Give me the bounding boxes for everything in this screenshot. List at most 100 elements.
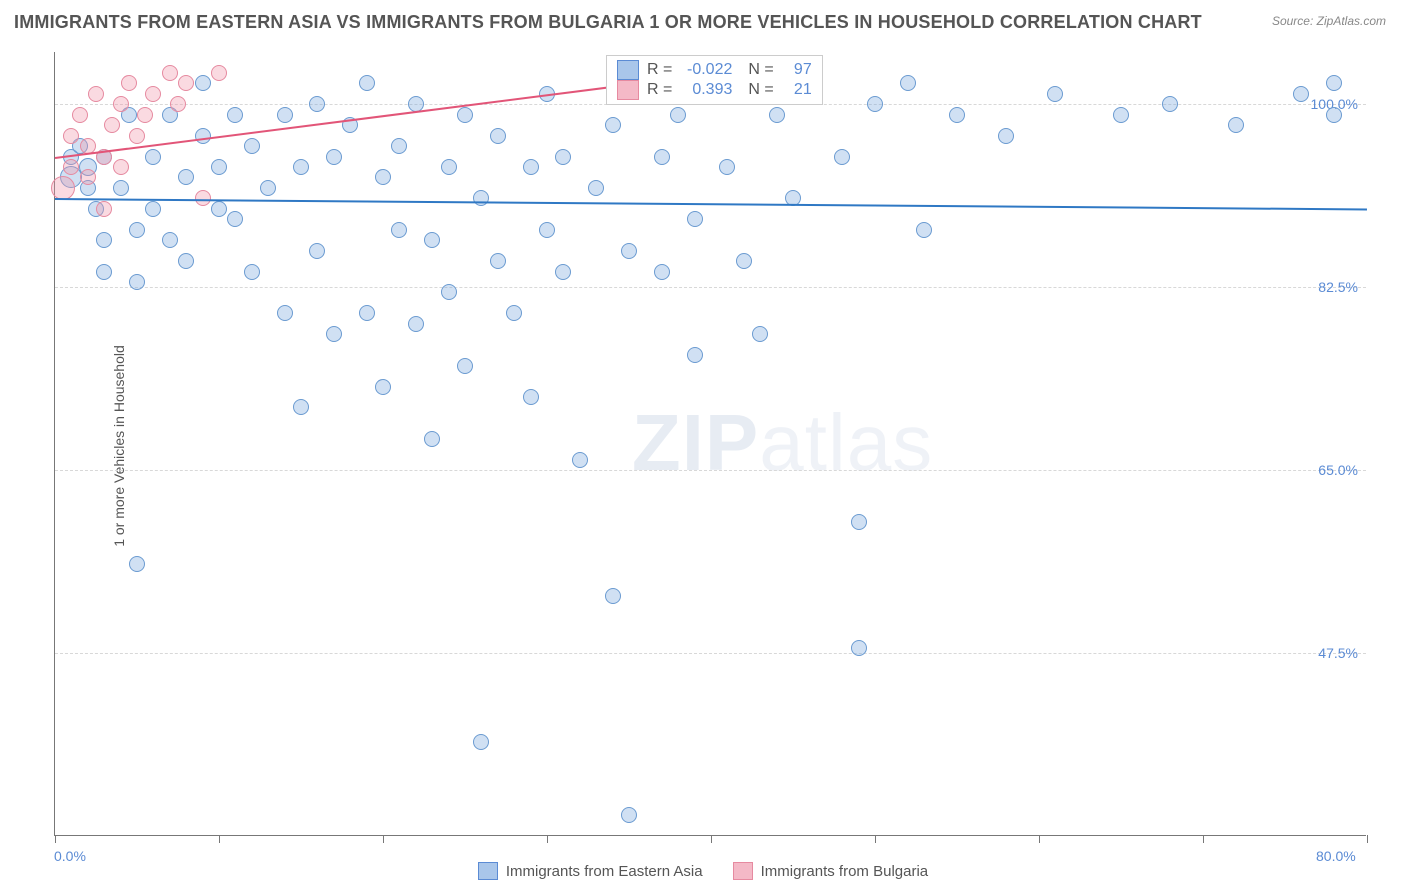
data-point — [424, 232, 440, 248]
data-point — [121, 75, 137, 91]
stat-legend: R = -0.022 N = 97 R = 0.393 N = 21 — [606, 55, 823, 105]
data-point — [96, 232, 112, 248]
data-point — [424, 431, 440, 447]
gridline — [55, 287, 1366, 288]
data-point — [1228, 117, 1244, 133]
y-tick-label: 47.5% — [1318, 645, 1358, 661]
source-label: Source: ZipAtlas.com — [1272, 14, 1386, 28]
data-point — [145, 201, 161, 217]
legend-swatch — [617, 80, 639, 100]
data-point — [605, 117, 621, 133]
data-point — [63, 128, 79, 144]
data-point — [277, 305, 293, 321]
data-point — [1162, 96, 1178, 112]
x-tick — [1039, 835, 1040, 843]
y-tick-label: 82.5% — [1318, 279, 1358, 295]
chart-title: IMMIGRANTS FROM EASTERN ASIA VS IMMIGRAN… — [14, 12, 1202, 33]
data-point — [293, 399, 309, 415]
data-point — [137, 107, 153, 123]
data-point — [473, 190, 489, 206]
x-tick — [1203, 835, 1204, 843]
data-point — [178, 169, 194, 185]
data-point — [51, 176, 75, 200]
gridline — [55, 653, 1366, 654]
data-point — [178, 253, 194, 269]
data-point — [72, 107, 88, 123]
data-point — [457, 358, 473, 374]
data-point — [1293, 86, 1309, 102]
data-point — [96, 201, 112, 217]
data-point — [195, 75, 211, 91]
data-point — [523, 159, 539, 175]
bottom-legend: Immigrants from Eastern AsiaImmigrants f… — [0, 862, 1406, 880]
legend-label: Immigrants from Eastern Asia — [506, 863, 703, 880]
data-point — [113, 96, 129, 112]
data-point — [129, 222, 145, 238]
data-point — [1047, 86, 1063, 102]
data-point — [1326, 75, 1342, 91]
x-tick — [383, 835, 384, 843]
trend-line — [55, 198, 1367, 210]
data-point — [539, 222, 555, 238]
data-point — [309, 96, 325, 112]
data-point — [555, 149, 571, 165]
data-point — [326, 149, 342, 165]
stat-legend-row: R = 0.393 N = 21 — [617, 80, 812, 100]
legend-swatch — [478, 862, 498, 880]
data-point — [555, 264, 571, 280]
stat-n-value: 97 — [782, 61, 812, 79]
data-point — [654, 264, 670, 280]
data-point — [769, 107, 785, 123]
x-tick — [1367, 835, 1368, 843]
chart-plot-area: ZIPatlas 47.5%65.0%82.5%100.0%R =-0.022N… — [54, 52, 1366, 836]
data-point — [162, 65, 178, 81]
data-point — [719, 159, 735, 175]
stat-n-label: N = — [748, 61, 773, 79]
x-tick — [55, 835, 56, 843]
data-point — [654, 149, 670, 165]
data-point — [113, 180, 129, 196]
watermark: ZIPatlas — [632, 397, 933, 489]
data-point — [277, 107, 293, 123]
data-point — [408, 316, 424, 332]
x-tick — [219, 835, 220, 843]
stat-n-value: 21 — [782, 81, 812, 99]
data-point — [162, 232, 178, 248]
data-point — [457, 107, 473, 123]
stat-r-value: 0.393 — [680, 81, 732, 99]
data-point — [227, 107, 243, 123]
data-point — [736, 253, 752, 269]
data-point — [490, 253, 506, 269]
data-point — [260, 180, 276, 196]
data-point — [441, 159, 457, 175]
data-point — [96, 264, 112, 280]
data-point — [309, 243, 325, 259]
data-point — [588, 180, 604, 196]
data-point — [227, 211, 243, 227]
data-point — [670, 107, 686, 123]
data-point — [211, 65, 227, 81]
data-point — [867, 96, 883, 112]
x-tick — [711, 835, 712, 843]
stat-r-label: R = — [647, 81, 672, 99]
stat-r-label: R = — [647, 61, 672, 79]
data-point — [490, 128, 506, 144]
data-point — [145, 86, 161, 102]
data-point — [851, 640, 867, 656]
stat-n-label: N = — [748, 81, 773, 99]
data-point — [145, 149, 161, 165]
data-point — [621, 243, 637, 259]
data-point — [916, 222, 932, 238]
data-point — [375, 379, 391, 395]
data-point — [104, 117, 120, 133]
x-tick — [547, 835, 548, 843]
data-point — [211, 159, 227, 175]
data-point — [998, 128, 1014, 144]
data-point — [949, 107, 965, 123]
data-point — [473, 734, 489, 750]
data-point — [359, 75, 375, 91]
bottom-legend-item: Immigrants from Eastern Asia — [478, 862, 703, 880]
stat-r-value: -0.022 — [680, 61, 732, 79]
data-point — [834, 149, 850, 165]
data-point — [687, 211, 703, 227]
